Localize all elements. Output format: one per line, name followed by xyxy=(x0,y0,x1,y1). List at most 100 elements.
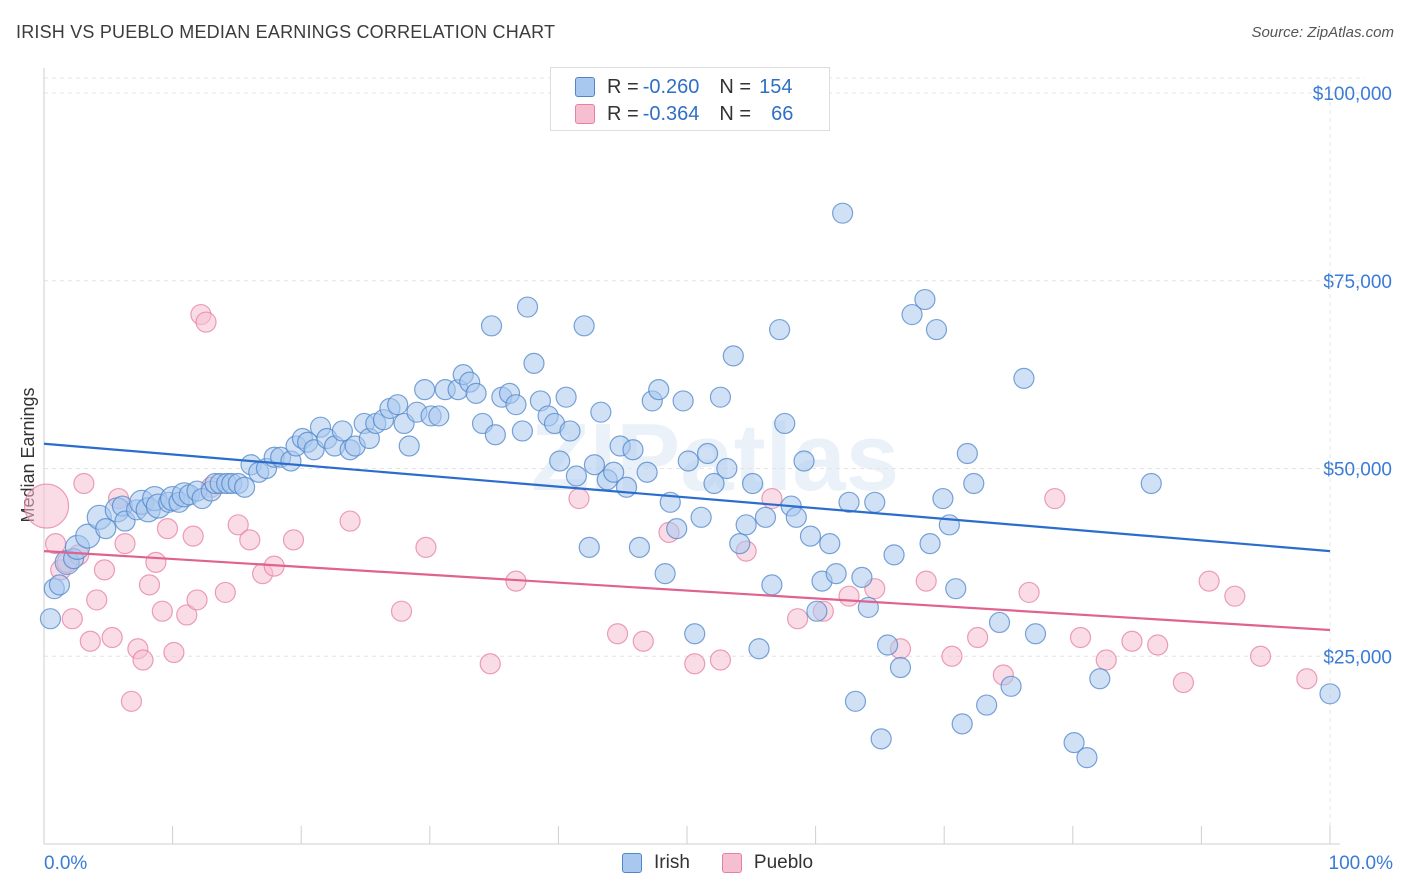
irish-point xyxy=(480,315,503,337)
pueblo-point xyxy=(156,517,179,540)
pueblo-point xyxy=(1095,649,1117,671)
pueblo-point xyxy=(114,533,136,555)
irish-point xyxy=(793,450,815,472)
irish-point xyxy=(559,420,581,442)
pueblo-point xyxy=(132,649,154,671)
irish-point xyxy=(516,296,539,318)
irish-point xyxy=(716,457,738,480)
irish-point xyxy=(901,303,923,326)
pueblo-point xyxy=(1069,626,1092,649)
pueblo-point xyxy=(786,608,809,630)
irish-point xyxy=(838,491,860,513)
stats-legend: R = -0.260 N = 154 R = -0.364 N = 66 xyxy=(550,67,830,131)
irish-point xyxy=(414,379,436,401)
irish-n-value: 154 xyxy=(759,75,793,98)
irish-point xyxy=(672,390,694,412)
irish-trend-line xyxy=(43,442,1331,553)
pueblo-point xyxy=(195,311,217,333)
pueblo-point xyxy=(120,690,143,712)
irish-point xyxy=(951,713,973,735)
irish-point xyxy=(465,382,487,405)
irish-point xyxy=(666,517,688,540)
irish-point xyxy=(565,465,588,487)
pueblo-r-value: -0.364 xyxy=(642,102,700,125)
irish-point xyxy=(549,450,571,472)
irish-point xyxy=(735,514,757,536)
irish-point xyxy=(578,536,600,558)
pueblo-point xyxy=(282,529,305,551)
irish-legend-label: Irish xyxy=(654,852,690,873)
irish-point xyxy=(945,578,967,600)
y-tick-label: $100,000 xyxy=(1313,84,1392,105)
irish-point xyxy=(428,405,450,427)
x-tick-label-max: 100.0% xyxy=(1329,853,1394,874)
irish-point xyxy=(684,623,706,645)
irish-point xyxy=(932,487,954,510)
irish-point xyxy=(870,728,892,750)
pueblo-point xyxy=(176,604,198,626)
irish-point xyxy=(1024,623,1047,645)
series-legend: Irish Pueblo xyxy=(622,852,845,874)
irish-point xyxy=(754,506,777,528)
irish-point xyxy=(1076,747,1098,769)
pueblo-point xyxy=(915,570,937,592)
pueblo-point xyxy=(1224,585,1246,607)
irish-r-value: -0.260 xyxy=(642,75,700,98)
irish-point xyxy=(648,379,670,401)
irish-point xyxy=(919,533,941,555)
pueblo-trend-line xyxy=(43,550,1331,632)
pueblo-point xyxy=(1198,570,1220,592)
irish-point xyxy=(387,394,409,416)
chart-title: IRISH VS PUEBLO MEDIAN EARNINGS CORRELAT… xyxy=(16,22,556,42)
pueblo-point xyxy=(1172,671,1194,694)
irish-r-label: R = xyxy=(607,75,639,98)
y-tick-label: $75,000 xyxy=(1323,272,1392,293)
irish-point xyxy=(851,566,873,589)
irish-point xyxy=(774,412,796,435)
irish-point xyxy=(1089,668,1111,690)
pueblo-point xyxy=(182,525,204,547)
pueblo-point xyxy=(145,551,167,573)
irish-point xyxy=(988,611,1011,634)
pueblo-point xyxy=(151,600,173,622)
irish-point xyxy=(832,202,854,224)
irish-point xyxy=(748,638,770,660)
irish-point xyxy=(976,694,998,716)
pueblo-point xyxy=(709,649,732,671)
pueblo-point xyxy=(61,608,83,630)
pueblo-point xyxy=(163,641,185,664)
irish-point xyxy=(864,491,886,513)
y-tick-label: $50,000 xyxy=(1323,460,1392,481)
pueblo-point xyxy=(632,630,654,652)
pueblo-point xyxy=(227,514,249,536)
irish-point xyxy=(1000,675,1022,697)
irish-point xyxy=(331,420,353,442)
pueblo-point xyxy=(138,574,161,596)
irish-point xyxy=(583,454,606,476)
irish-point xyxy=(819,533,841,555)
pueblo-point xyxy=(1121,630,1143,652)
irish-point xyxy=(523,352,545,374)
pueblo-swatch xyxy=(575,104,595,124)
irish-point xyxy=(761,574,783,596)
irish-point xyxy=(825,563,847,585)
pueblo-legend-swatch xyxy=(721,853,742,873)
irish-point xyxy=(590,401,612,423)
irish-point xyxy=(484,424,506,446)
pueblo-point xyxy=(684,653,706,675)
pueblo-point xyxy=(73,472,95,495)
irish-point xyxy=(48,574,71,596)
irish-point xyxy=(785,506,807,528)
irish-point xyxy=(628,536,651,558)
pueblo-point xyxy=(239,529,261,551)
pueblo-point xyxy=(101,626,123,649)
irish-n-label: N = xyxy=(719,75,752,98)
pueblo-point xyxy=(479,653,501,675)
series-legend-irish: Irish xyxy=(622,852,690,874)
series-legend-pueblo: Pueblo xyxy=(721,852,813,874)
irish-point xyxy=(1063,732,1085,754)
irish-point xyxy=(39,608,62,630)
pueblo-point xyxy=(415,536,437,558)
irish-point xyxy=(1013,367,1035,389)
pueblo-point xyxy=(568,487,590,510)
